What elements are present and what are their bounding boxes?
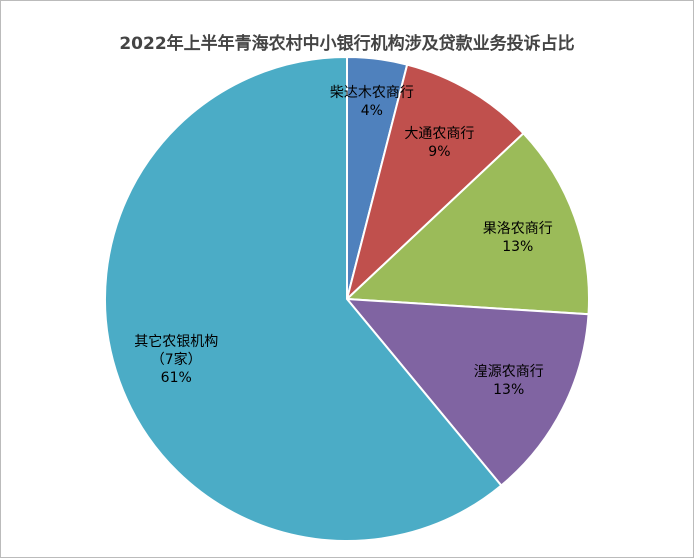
value-label: 13% [493, 382, 525, 399]
slice-label: 湟源农商行 13% [474, 363, 544, 399]
value-label: 9% [428, 143, 451, 160]
category-label: 湟源农商行 [473, 364, 544, 381]
pie-slice [104, 55, 503, 542]
pie-slice [344, 297, 590, 487]
slice-label: 大通农商行 9% [404, 125, 474, 161]
category-label: 其它农银机构 （7家） [134, 334, 219, 369]
value-label: 61% [160, 370, 192, 387]
category-label: 柴达木农商行 [329, 85, 414, 102]
slice-label: 果洛农商行 13% [483, 220, 553, 256]
value-label: 4% [360, 103, 383, 120]
slice-label: 柴达木农商行 4% [330, 84, 414, 120]
pie-slice [345, 63, 525, 303]
chart-title: 2022年上半年青海农村中小银行机构涉及贷款业务投诉占比 [119, 34, 575, 54]
slice-label: 其它农银机构 （7家） 61% [134, 333, 218, 387]
pie-slice [344, 131, 590, 316]
category-label: 大通农商行 [404, 125, 475, 142]
category-label: 果洛农商行 [482, 220, 553, 237]
value-label: 13% [502, 238, 534, 255]
